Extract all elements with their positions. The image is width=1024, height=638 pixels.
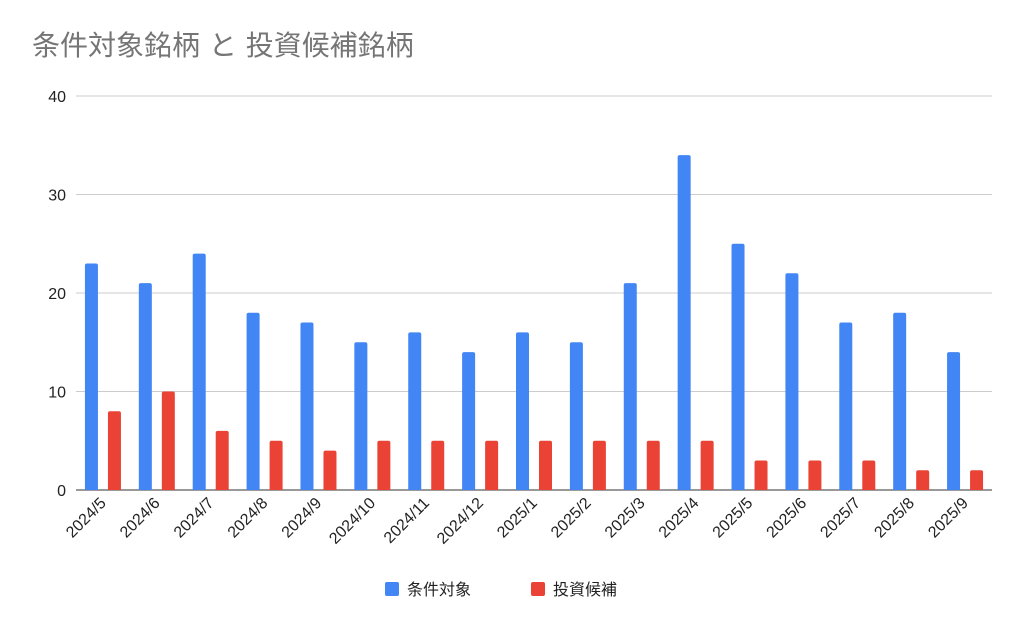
- bar-condition: [839, 322, 853, 490]
- legend-swatch: [385, 582, 399, 596]
- y-tick-label: 30: [48, 188, 66, 205]
- bar-condition: [569, 342, 583, 490]
- bar-candidate: [916, 470, 930, 490]
- bar-condition: [623, 283, 637, 490]
- bar-condition: [138, 283, 152, 490]
- y-tick-label: 20: [48, 286, 66, 303]
- x-tick-label: 2024/6: [117, 495, 164, 542]
- bar-candidate: [107, 411, 121, 490]
- x-tick-label: 2024/9: [279, 495, 326, 542]
- bar-condition: [677, 155, 691, 490]
- x-tick-label: 2025/1: [494, 495, 541, 542]
- x-tick-label: 2025/6: [764, 495, 811, 542]
- x-tick-label: 2024/8: [225, 495, 272, 542]
- x-tick-label: 2025/7: [817, 495, 864, 542]
- bar-condition: [192, 253, 206, 490]
- bar-condition: [947, 352, 961, 490]
- x-tick-label: 2024/10: [326, 495, 379, 548]
- bar-condition: [893, 312, 907, 490]
- bar-candidate: [323, 450, 337, 490]
- bar-candidate: [592, 440, 606, 490]
- bar-condition: [408, 332, 422, 490]
- x-tick-label: 2024/7: [171, 495, 218, 542]
- y-tick-label: 40: [48, 89, 66, 106]
- bar-candidate: [161, 391, 175, 490]
- bar-condition: [785, 273, 799, 490]
- bar-candidate: [215, 430, 229, 490]
- bars: [84, 155, 984, 490]
- bar-condition: [731, 243, 745, 490]
- x-tick-label: 2025/9: [925, 495, 972, 542]
- x-tick-label: 2025/8: [871, 495, 918, 542]
- legend-swatch: [531, 582, 545, 596]
- x-tick-label: 2024/11: [381, 495, 433, 547]
- bar-condition: [84, 263, 98, 490]
- x-tick-label: 2025/2: [548, 495, 595, 542]
- legend: 条件対象 投資候補: [385, 580, 617, 599]
- bar-condition: [246, 312, 260, 490]
- bar-condition: [516, 332, 529, 490]
- x-tick-label: 2025/3: [602, 495, 649, 542]
- bar-condition: [354, 342, 368, 490]
- bar-candidate: [377, 440, 391, 490]
- bar-condition: [300, 322, 314, 490]
- bar-candidate: [431, 440, 445, 490]
- bar-candidate: [485, 440, 499, 490]
- chart-title: 条件対象銘柄 と 投資候補銘柄: [32, 29, 414, 62]
- legend-label: 投資候補: [553, 580, 617, 599]
- bar-candidate: [808, 460, 822, 490]
- bar-candidate: [754, 460, 768, 490]
- bar-candidate: [862, 460, 876, 490]
- x-tick-label: 2024/12: [434, 495, 487, 548]
- y-tick-label: 10: [48, 385, 66, 402]
- gridlines: [76, 95, 992, 491]
- y-tick-label: 0: [57, 483, 66, 500]
- bar-candidate: [646, 440, 660, 490]
- bar-candidate: [269, 440, 283, 490]
- x-axis-ticks: 2024/5 2024/6 2024/7 2024/8 2024/9 2024/10 202…: [63, 495, 972, 548]
- bar-condition: [462, 352, 476, 490]
- legend-label: 条件対象: [407, 580, 471, 599]
- y-axis-ticks: 0 10 20 30 40: [48, 89, 66, 500]
- x-tick-label: 2025/5: [710, 495, 757, 542]
- x-tick-label: 2025/4: [656, 495, 703, 542]
- bar-candidate: [539, 440, 552, 490]
- bar-candidate: [700, 440, 714, 490]
- x-tick-label: 2024/5: [63, 495, 110, 542]
- bar-candidate: [970, 470, 984, 490]
